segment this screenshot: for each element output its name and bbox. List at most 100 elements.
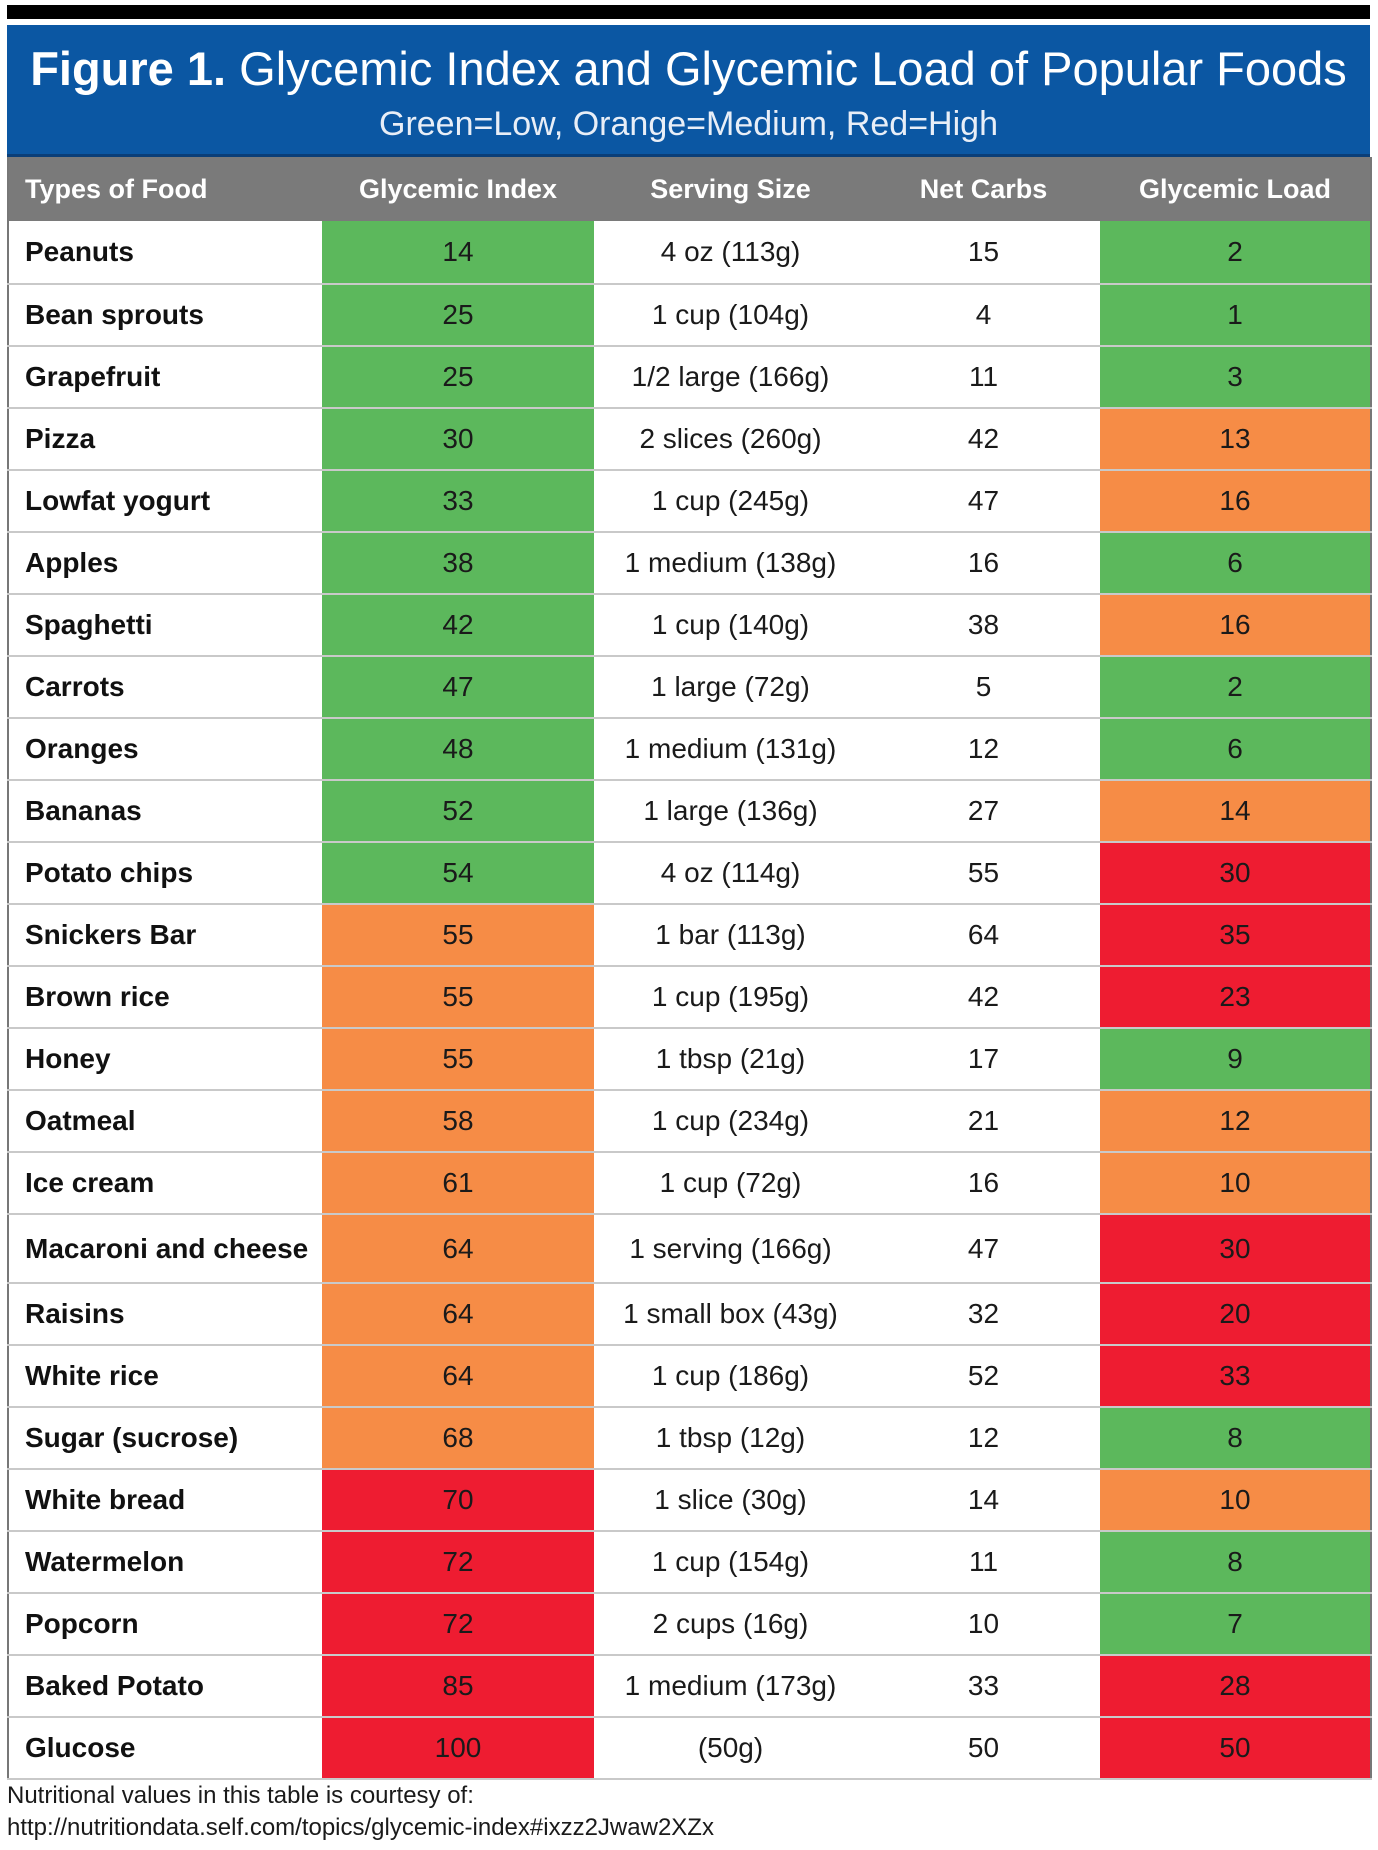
food-name-cell: Spaghetti [8,594,322,657]
glycemic-index-cell: 70 [322,1469,594,1532]
net-carbs-cell: 50 [867,1717,1100,1780]
source-note: Nutritional values in this table is cour… [7,1780,714,1844]
figure-title: Figure 1. Glycemic Index and Glycemic Lo… [7,39,1370,99]
food-name-cell: Lowfat yogurt [8,470,322,533]
glycemic-load-cell: 8 [1100,1407,1371,1470]
table-row: White rice 64 1 cup (186g) 52 33 [8,1345,1371,1408]
glycemic-load-cell: 10 [1100,1469,1371,1532]
glycemic-index-cell: 55 [322,904,594,967]
food-name-cell: Pizza [8,408,322,471]
net-carbs-cell: 17 [867,1028,1100,1091]
table-header-row: Types of Food Glycemic Index Serving Siz… [8,157,1371,221]
serving-size-cell: 1 medium (173g) [594,1655,867,1718]
food-name-cell: Raisins [8,1283,322,1346]
glycemic-index-cell: 55 [322,1028,594,1091]
net-carbs-cell: 55 [867,842,1100,905]
net-carbs-cell: 11 [867,346,1100,409]
net-carbs-cell: 52 [867,1345,1100,1408]
glycemic-load-cell: 7 [1100,1593,1371,1656]
top-rule [7,5,1370,19]
net-carbs-cell: 15 [867,221,1100,285]
table-row: Apples 38 1 medium (138g) 16 6 [8,532,1371,595]
serving-size-cell: 2 cups (16g) [594,1593,867,1656]
net-carbs-cell: 14 [867,1469,1100,1532]
net-carbs-cell: 64 [867,904,1100,967]
glycemic-index-cell: 72 [322,1593,594,1656]
glycemic-load-cell: 16 [1100,470,1371,533]
food-name-cell: Macaroni and cheese [8,1214,322,1284]
glycemic-index-cell: 55 [322,966,594,1029]
food-name-cell: Grapefruit [8,346,322,409]
glycemic-load-cell: 2 [1100,221,1371,285]
column-header-glycemic-index: Glycemic Index [322,157,594,221]
net-carbs-cell: 38 [867,594,1100,657]
table-row: Lowfat yogurt 33 1 cup (245g) 47 16 [8,470,1371,533]
glycemic-load-cell: 12 [1100,1090,1371,1153]
serving-size-cell: 1 slice (30g) [594,1469,867,1532]
net-carbs-cell: 47 [867,1214,1100,1284]
food-name-cell: Brown rice [8,966,322,1029]
glycemic-index-cell: 25 [322,346,594,409]
serving-size-cell: 1 cup (140g) [594,594,867,657]
food-name-cell: Bean sprouts [8,284,322,347]
serving-size-cell: 1 large (136g) [594,780,867,843]
food-name-cell: Glucose [8,1717,322,1780]
figure-label: Figure 1. [30,42,227,95]
glycemic-load-cell: 50 [1100,1717,1371,1780]
glycemic-index-cell: 64 [322,1345,594,1408]
glycemic-index-cell: 38 [322,532,594,595]
glycemic-index-cell: 14 [322,221,594,285]
glycemic-load-cell: 33 [1100,1345,1371,1408]
serving-size-cell: 1 cup (104g) [594,284,867,347]
net-carbs-cell: 27 [867,780,1100,843]
serving-size-cell: 1 large (72g) [594,656,867,719]
food-name-cell: Oatmeal [8,1090,322,1153]
serving-size-cell: 4 oz (114g) [594,842,867,905]
net-carbs-cell: 16 [867,532,1100,595]
table-row: Raisins 64 1 small box (43g) 32 20 [8,1283,1371,1346]
serving-size-cell: 1 cup (195g) [594,966,867,1029]
glycemic-index-cell: 54 [322,842,594,905]
glycemic-index-cell: 48 [322,718,594,781]
glycemic-load-cell: 28 [1100,1655,1371,1718]
net-carbs-cell: 12 [867,718,1100,781]
table-row: Honey 55 1 tbsp (21g) 17 9 [8,1028,1371,1091]
food-name-cell: Honey [8,1028,322,1091]
net-carbs-cell: 10 [867,1593,1100,1656]
glycemic-index-cell: 33 [322,470,594,533]
glycemic-index-cell: 64 [322,1283,594,1346]
net-carbs-cell: 11 [867,1531,1100,1594]
net-carbs-cell: 12 [867,1407,1100,1470]
glycemic-table-container: Types of Food Glycemic Index Serving Siz… [7,157,1372,1780]
table-row: Potato chips 54 4 oz (114g) 55 30 [8,842,1371,905]
net-carbs-cell: 42 [867,408,1100,471]
table-row: Brown rice 55 1 cup (195g) 42 23 [8,966,1371,1029]
glycemic-index-cell: 42 [322,594,594,657]
glycemic-index-cell: 68 [322,1407,594,1470]
glycemic-index-cell: 100 [322,1717,594,1780]
glycemic-load-cell: 10 [1100,1152,1371,1215]
food-name-cell: Ice cream [8,1152,322,1215]
glycemic-load-cell: 14 [1100,780,1371,843]
table-row: Spaghetti 42 1 cup (140g) 38 16 [8,594,1371,657]
food-name-cell: Popcorn [8,1593,322,1656]
table-row: Oranges 48 1 medium (131g) 12 6 [8,718,1371,781]
food-name-cell: Sugar (sucrose) [8,1407,322,1470]
glycemic-load-cell: 6 [1100,532,1371,595]
table-row: Macaroni and cheese 64 1 serving (166g) 47 3… [8,1214,1371,1284]
source-note-text: Nutritional values in this table is cour… [7,1782,474,1809]
table-row: White bread 70 1 slice (30g) 14 10 [8,1469,1371,1532]
net-carbs-cell: 4 [867,284,1100,347]
glycemic-load-cell: 30 [1100,842,1371,905]
net-carbs-cell: 16 [867,1152,1100,1215]
food-name-cell: Potato chips [8,842,322,905]
column-header-food: Types of Food [8,157,322,221]
glycemic-load-cell: 8 [1100,1531,1371,1594]
food-name-cell: Snickers Bar [8,904,322,967]
serving-size-cell: (50g) [594,1717,867,1780]
net-carbs-cell: 5 [867,656,1100,719]
table-row: Peanuts 14 4 oz (113g) 15 2 [8,221,1371,285]
glycemic-load-cell: 35 [1100,904,1371,967]
source-url: http://nutritiondata.self.com/topics/gly… [7,1814,714,1841]
glycemic-index-cell: 25 [322,284,594,347]
